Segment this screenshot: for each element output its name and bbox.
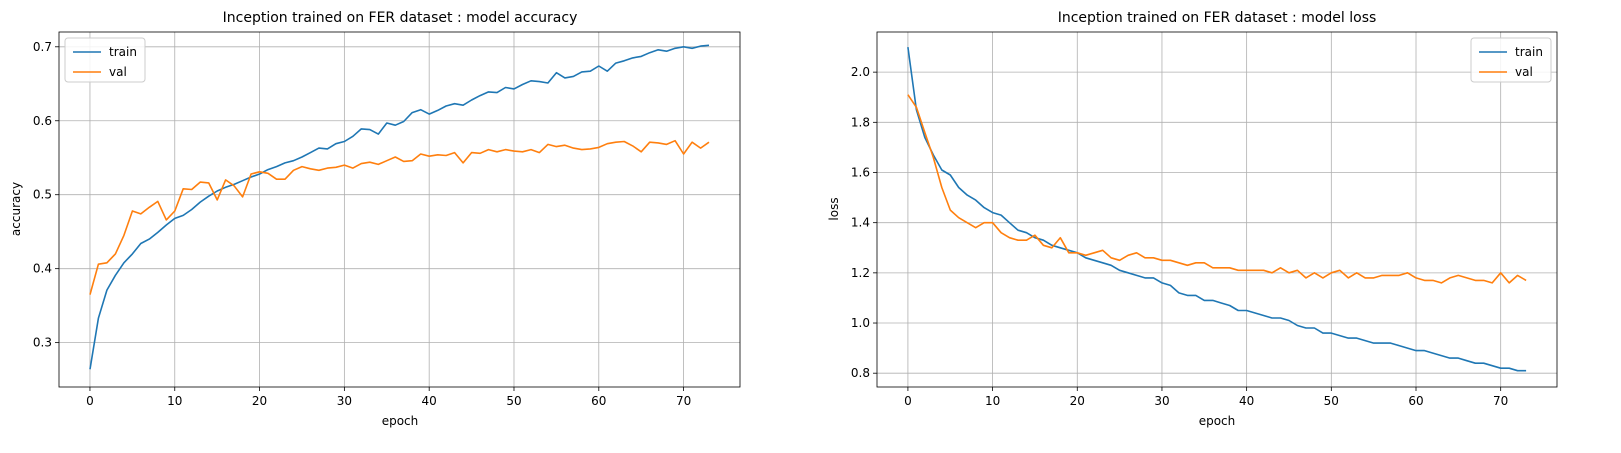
legend-label-val: val — [109, 65, 127, 79]
loss-y-axis-label: loss — [827, 197, 841, 220]
loss-chart: Inception trained on FER dataset : model… — [827, 10, 1558, 428]
x-tick-label: 20 — [252, 394, 267, 408]
y-tick-label: 0.8 — [851, 366, 870, 380]
y-tick-label: 1.0 — [851, 316, 870, 330]
loss-chart-title: Inception trained on FER dataset : model… — [1058, 10, 1377, 26]
legend-box — [64, 37, 146, 83]
x-tick-label: 10 — [985, 394, 1000, 408]
x-tick-label: 40 — [1239, 394, 1254, 408]
accuracy-x-axis-label: epoch — [382, 414, 419, 428]
legend-label-train: train — [1515, 45, 1543, 59]
y-tick-label: 2.0 — [851, 65, 870, 79]
legend-label-val: val — [1515, 65, 1533, 79]
loss-x-axis-label: epoch — [1199, 414, 1236, 428]
x-tick-label: 10 — [167, 394, 182, 408]
x-tick-label: 30 — [337, 394, 352, 408]
x-tick-label: 70 — [1493, 394, 1508, 408]
x-tick-label: 0 — [904, 394, 912, 408]
x-tick-label: 50 — [1324, 394, 1339, 408]
y-tick-label: 0.4 — [33, 262, 52, 276]
x-tick-label: 60 — [591, 394, 606, 408]
y-tick-label: 0.7 — [33, 40, 52, 54]
x-tick-label: 60 — [1408, 394, 1423, 408]
loss-plot-frame — [876, 31, 1558, 388]
x-tick-label: 30 — [1154, 394, 1169, 408]
x-tick-label: 20 — [1070, 394, 1085, 408]
accuracy-series-train-line — [89, 44, 710, 370]
loss-series-train-line — [907, 46, 1527, 372]
y-tick-label: 1.4 — [851, 216, 870, 230]
x-tick-label: 50 — [506, 394, 521, 408]
y-tick-label: 0.5 — [33, 188, 52, 202]
accuracy-y-axis-label: accuracy — [9, 182, 23, 236]
accuracy-chart-title: Inception trained on FER dataset : model… — [223, 10, 578, 26]
accuracy-plot-frame — [58, 31, 741, 388]
loss-series-val-line — [907, 94, 1527, 284]
accuracy-series-val-line — [89, 139, 710, 295]
y-tick-label: 1.2 — [851, 266, 870, 280]
x-tick-label: 0 — [86, 394, 94, 408]
y-tick-label: 1.6 — [851, 165, 870, 179]
y-tick-label: 0.3 — [33, 336, 52, 350]
loss-legend: train val — [1470, 37, 1552, 83]
legend-box — [1470, 37, 1552, 83]
accuracy-chart: Inception trained on FER dataset : model… — [9, 10, 741, 428]
y-tick-label: 0.6 — [33, 114, 52, 128]
x-tick-label: 70 — [676, 394, 691, 408]
legend-label-train: train — [109, 45, 137, 59]
y-tick-label: 1.8 — [851, 115, 870, 129]
x-tick-label: 40 — [422, 394, 437, 408]
accuracy-legend: train val — [64, 37, 146, 83]
